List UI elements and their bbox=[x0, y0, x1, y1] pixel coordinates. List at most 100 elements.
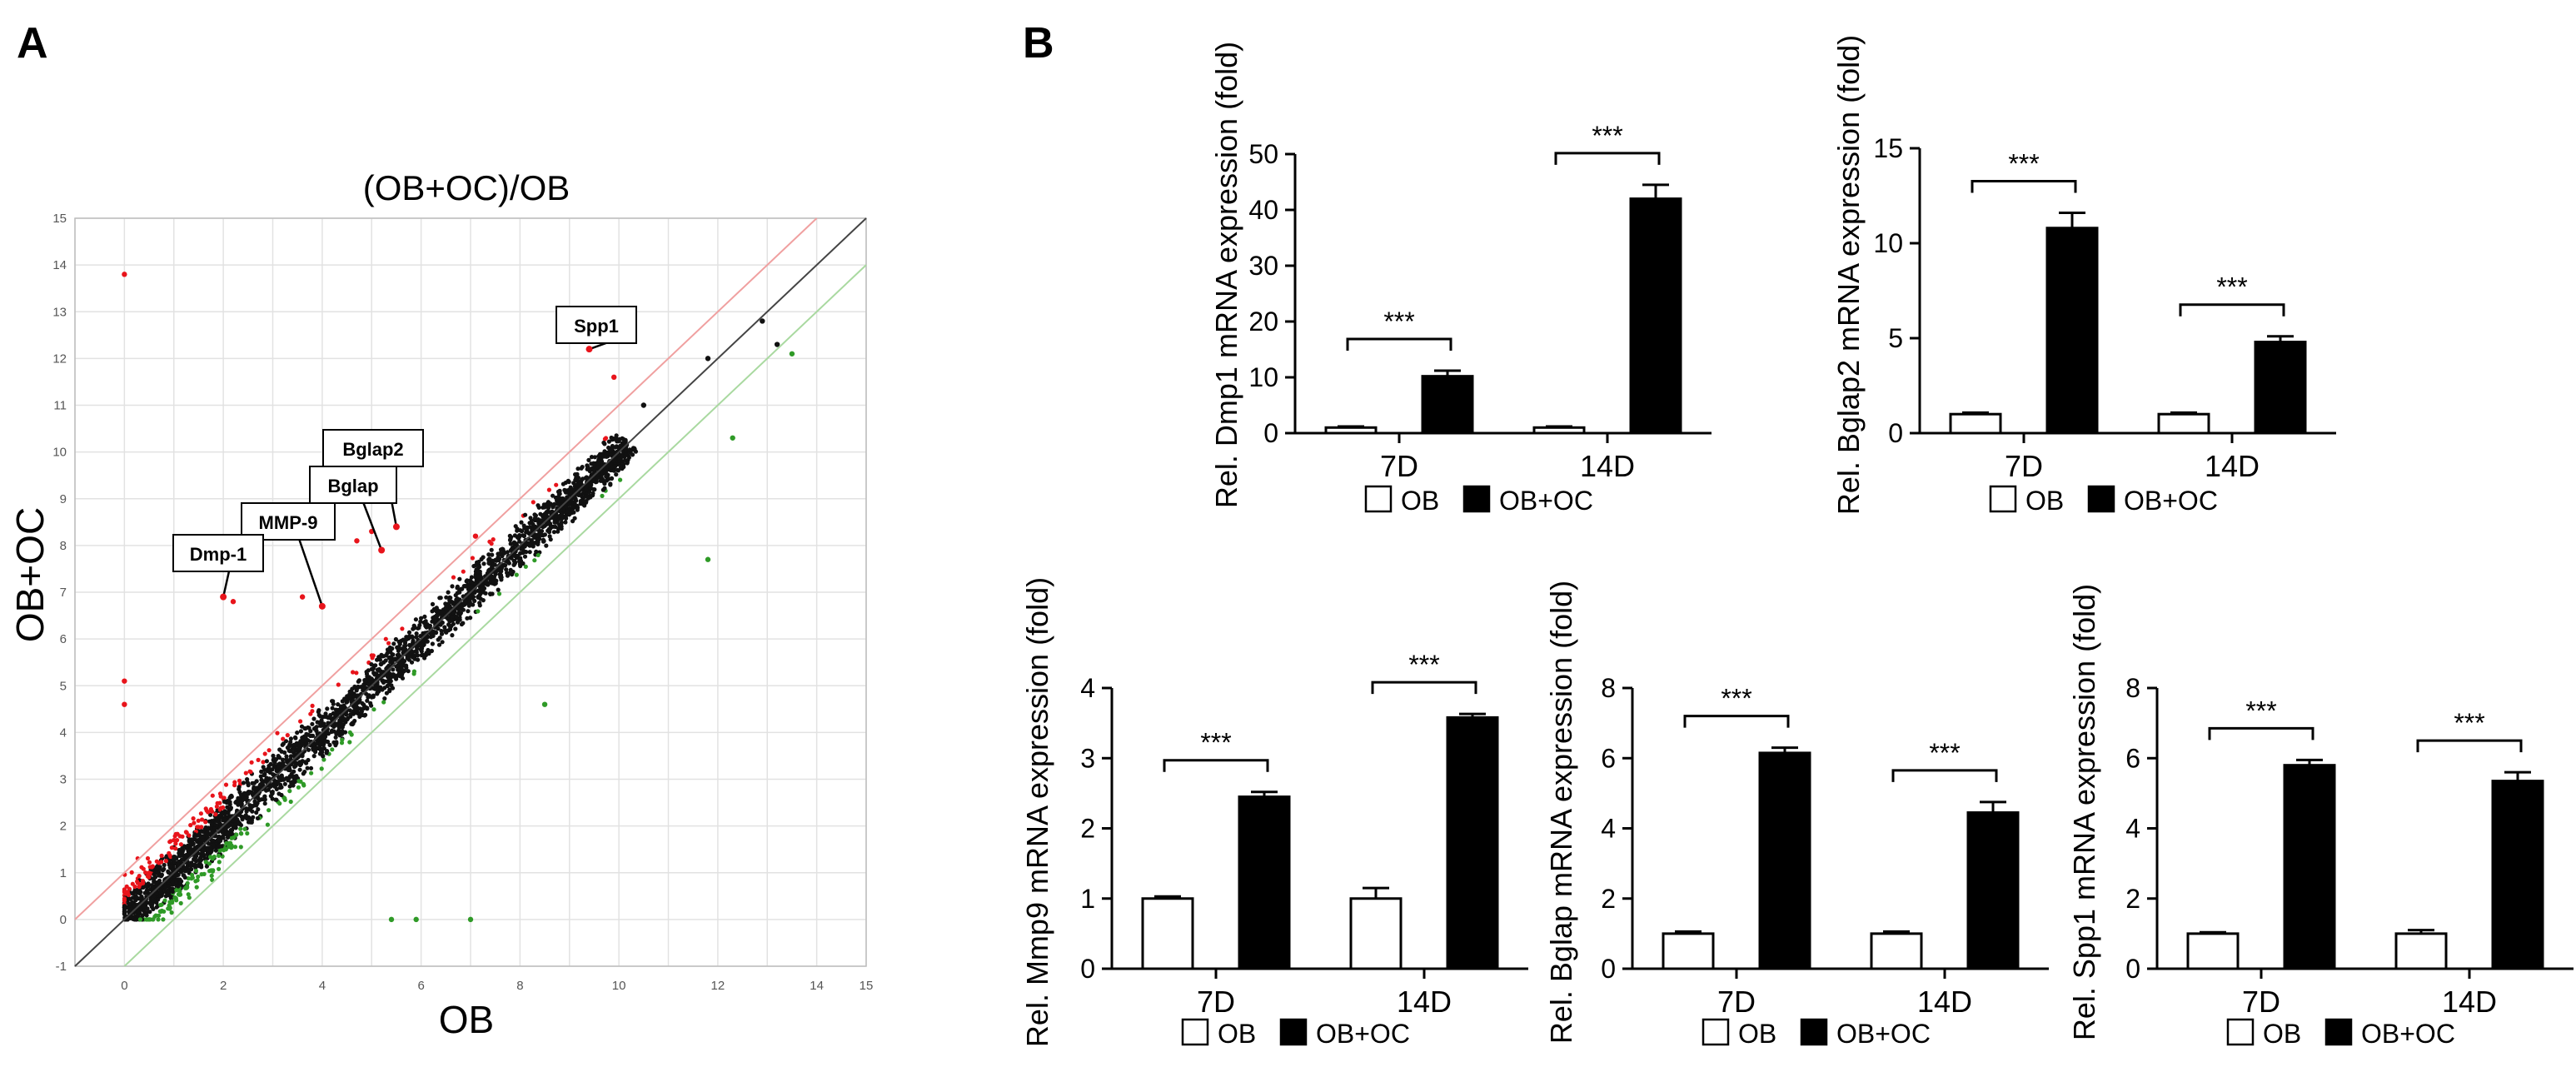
significance-bracket bbox=[1554, 152, 1661, 165]
x-tick-label: 14D bbox=[1917, 985, 1972, 1019]
y-tick-label: 0 bbox=[1263, 418, 1278, 448]
scatter-point bbox=[450, 584, 455, 589]
scatter-title: (OB+OC)/OB bbox=[363, 168, 571, 207]
legend-label-oboc: OB+OC bbox=[1316, 1019, 1410, 1049]
scatter-point bbox=[254, 779, 259, 784]
scatter-point bbox=[286, 767, 291, 773]
y-tick-label: 8 bbox=[2125, 673, 2140, 703]
scatter-point bbox=[261, 760, 266, 765]
scatter-point bbox=[232, 783, 237, 788]
scatter-point bbox=[276, 754, 281, 759]
significance-label: *** bbox=[2008, 149, 2039, 179]
scatter-point bbox=[259, 769, 264, 775]
x-tick-label: 14D bbox=[2442, 985, 2497, 1019]
scatter-point bbox=[589, 461, 594, 466]
bar-ob bbox=[1141, 897, 1194, 970]
scatter-point bbox=[187, 895, 192, 900]
legend-swatch-ob bbox=[1181, 1018, 1209, 1046]
scatter-point bbox=[437, 636, 442, 641]
significance-bracket bbox=[2208, 726, 2314, 740]
legend-label-oboc: OB+OC bbox=[2124, 486, 2218, 516]
scatter-point bbox=[575, 466, 580, 471]
scatter-point bbox=[249, 760, 254, 765]
legend-swatch-ob bbox=[2226, 1018, 2255, 1046]
scatter-point bbox=[465, 616, 470, 621]
scatter-point bbox=[489, 547, 494, 552]
x-tick-label: 7D bbox=[2005, 449, 2043, 483]
scatter-point bbox=[382, 696, 387, 701]
bar-oboc bbox=[2045, 227, 2099, 435]
scatter-point bbox=[302, 770, 307, 775]
legend-swatch-oboc bbox=[1800, 1018, 1828, 1046]
scatter-point bbox=[400, 626, 405, 631]
scatter-point bbox=[309, 770, 314, 775]
bar-oboc bbox=[2283, 764, 2336, 970]
significance-label: *** bbox=[1200, 728, 1231, 758]
scatter-point bbox=[288, 799, 293, 805]
significance-bracket bbox=[1163, 759, 1269, 772]
scatter-point bbox=[614, 433, 619, 438]
legend-swatch-oboc bbox=[1462, 485, 1491, 513]
scatter-point bbox=[469, 575, 475, 580]
legend-swatch-oboc bbox=[2087, 485, 2115, 513]
x-tick-label: 7D bbox=[2242, 985, 2280, 1019]
legend-label-ob: OB bbox=[2263, 1019, 2301, 1049]
scatter-point bbox=[378, 685, 383, 690]
scatter-point bbox=[194, 885, 199, 890]
y-tick-label: 2 bbox=[2125, 884, 2140, 914]
y-tick-label: 10 bbox=[1248, 362, 1278, 392]
y-axis-label: Rel. Bglap mRNA expression (fold) bbox=[1544, 581, 1578, 1044]
y-tick-label: 40 bbox=[1248, 195, 1278, 225]
scatter-y-label: OB+OC bbox=[8, 507, 52, 642]
bar-chart-5: 0 2 4 6 8 Rel. Spp1 mRNA expression (fold) 7D *… bbox=[2067, 584, 2574, 1049]
significance-label: *** bbox=[1721, 684, 1751, 714]
scatter-point bbox=[527, 550, 532, 555]
bar-oboc bbox=[1421, 375, 1474, 435]
bar-oboc bbox=[1446, 716, 1499, 970]
y-axis-label: Rel. Bglap2 mRNA expression (fold) bbox=[1831, 35, 1866, 515]
scatter-point bbox=[615, 468, 621, 473]
scatter-point bbox=[287, 789, 292, 794]
legend-swatch-ob bbox=[1702, 1018, 1730, 1046]
significance-label: *** bbox=[2216, 272, 2247, 302]
scatter-point bbox=[298, 719, 303, 724]
x-tick-label: 14D bbox=[2205, 449, 2260, 483]
y-tick-label: 5 bbox=[1888, 323, 1903, 353]
scatter-point bbox=[330, 747, 335, 752]
bar-oboc bbox=[1758, 751, 1811, 970]
significance-label: *** bbox=[2245, 696, 2276, 725]
bar-chart-4: 0 2 4 6 8 Rel. Bglap mRNA expression (fold) 7D… bbox=[1544, 581, 2049, 1049]
significance-bracket bbox=[1683, 715, 1790, 728]
scatter-point bbox=[267, 808, 272, 813]
scatter-point bbox=[298, 729, 303, 734]
bar-ob bbox=[1532, 426, 1586, 435]
significance-bracket bbox=[1346, 337, 1452, 351]
bar-oboc bbox=[1238, 795, 1291, 970]
scatter-point bbox=[618, 477, 623, 482]
significance-label: *** bbox=[1383, 307, 1414, 337]
legend-label-ob: OB bbox=[2025, 486, 2064, 516]
y-tick-label: 2 bbox=[1601, 884, 1616, 914]
scatter-point bbox=[589, 455, 595, 460]
bar-ob bbox=[1949, 412, 2002, 435]
significance-bracket bbox=[1371, 681, 1477, 695]
scatter-point bbox=[295, 730, 300, 735]
legend-label-ob: OB bbox=[1738, 1019, 1776, 1049]
y-tick-label: 2 bbox=[1080, 814, 1095, 844]
scatter-point bbox=[336, 682, 341, 687]
y-tick-label: 3 bbox=[1080, 743, 1095, 773]
y-tick-label: 0 bbox=[1080, 954, 1095, 984]
legend-swatch-oboc bbox=[2324, 1018, 2353, 1046]
scatter-point bbox=[156, 917, 161, 922]
scatter-point bbox=[507, 537, 513, 543]
legend-swatch-ob bbox=[1364, 485, 1393, 513]
scatter-point bbox=[306, 747, 311, 752]
bar-oboc bbox=[1629, 197, 1682, 435]
bar-ob bbox=[1870, 932, 1923, 970]
bar-oboc bbox=[2491, 780, 2544, 970]
panel-label-b: B bbox=[1023, 19, 1054, 67]
y-tick-label: 6 bbox=[2125, 743, 2140, 773]
legend-swatch-oboc bbox=[1279, 1018, 1308, 1046]
scatter-point bbox=[354, 671, 359, 676]
